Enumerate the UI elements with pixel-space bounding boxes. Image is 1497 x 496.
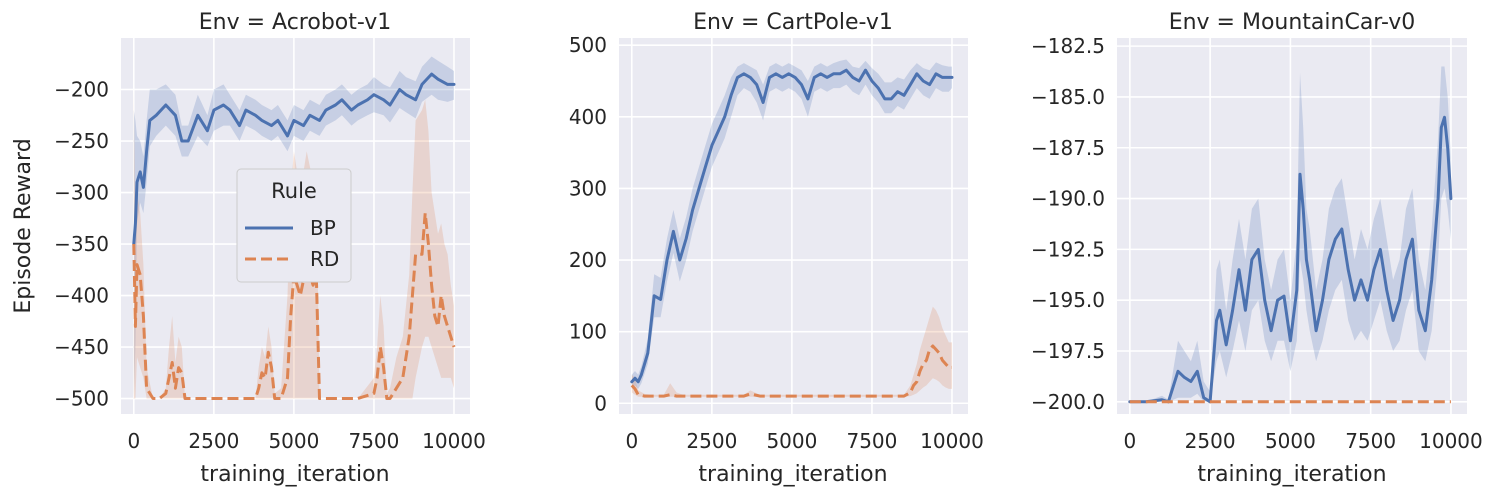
line-rd <box>630 344 952 398</box>
chart-title-cartpole: Env = CartPole-v1 <box>693 10 893 35</box>
x-ticks-cartpole: 0 2500 5000 7500 10000 <box>625 429 983 453</box>
band-bp <box>1129 66 1451 402</box>
x-tick-label: 10000 <box>1419 429 1483 453</box>
legend-box <box>236 168 352 283</box>
y-ticks-mountaincar: −200.0 −197.5 −195.0 −192.5 −190.0 −187.5 −185… <box>1031 34 1105 414</box>
y-tick-label: −195.0 <box>1031 288 1105 312</box>
x-tick-label: 7500 <box>348 429 399 453</box>
y-tick-label: −350 <box>54 232 109 256</box>
y-tick-label: 200 <box>569 248 607 272</box>
series-lines-cartpole <box>630 68 954 398</box>
y-tick-label: −200 <box>54 78 109 102</box>
plot-area-cartpole <box>619 38 968 414</box>
chart-title-mountaincar: Env = MountainCar-v0 <box>1169 10 1416 35</box>
x-tick-label: 0 <box>625 429 638 453</box>
y-axis-label: Episode Reward <box>11 138 36 313</box>
panel-acrobot: −500 −450 −400 −350 −300 −250 −200 0 2500 5000 75… <box>11 10 486 487</box>
y-tick-label: −190.0 <box>1031 187 1105 211</box>
y-tick-label: −187.5 <box>1031 136 1105 160</box>
series-lines-mountaincar <box>1128 115 1453 404</box>
y-tick-label: −500 <box>54 387 109 411</box>
x-tick-label: 10000 <box>422 429 486 453</box>
x-tick-label: 10000 <box>920 429 984 453</box>
x-tick-label: 5000 <box>1265 429 1316 453</box>
band-bp <box>133 56 455 399</box>
x-tick-label: 5000 <box>268 429 319 453</box>
line-bp <box>630 68 954 384</box>
y-tick-label: 300 <box>569 176 607 200</box>
y-ticks-acrobot: −500 −450 −400 −350 −300 −250 −200 <box>54 78 109 411</box>
legend-title: Rule <box>271 179 317 203</box>
line-bp <box>1128 115 1453 404</box>
y-tick-label: −250 <box>54 129 109 153</box>
panel-mountaincar: −200.0 −197.5 −195.0 −192.5 −190.0 −187.5 −185… <box>1031 10 1483 487</box>
legend: Rule BP RD <box>236 168 352 283</box>
x-tick-label: 2500 <box>188 429 239 453</box>
x-ticks-acrobot: 0 2500 5000 7500 10000 <box>127 429 485 453</box>
x-ticks-mountaincar: 0 2500 5000 7500 10000 <box>1123 429 1482 453</box>
legend-label-bp: BP <box>310 216 336 240</box>
y-tick-label: −400 <box>54 284 109 308</box>
x-tick-label: 2500 <box>686 429 737 453</box>
y-tick-label: −197.5 <box>1031 339 1105 363</box>
confidence-bands-mountaincar <box>1129 66 1451 402</box>
series-lines-acrobot <box>132 72 456 400</box>
gridlines-cartpole <box>619 38 968 414</box>
x-tick-label: 2500 <box>1185 429 1236 453</box>
x-tick-label: 0 <box>1123 429 1136 453</box>
y-tick-label: 100 <box>569 320 607 344</box>
line-rd <box>132 211 456 400</box>
x-axis-label-acrobot: training_iteration <box>200 462 389 487</box>
band-rd <box>631 306 952 397</box>
y-tick-label: −300 <box>54 181 109 205</box>
legend-label-rd: RD <box>310 247 339 271</box>
gridlines-mountaincar <box>1117 38 1467 414</box>
y-tick-label: −182.5 <box>1031 34 1105 58</box>
x-tick-label: 0 <box>127 429 140 453</box>
y-tick-label: 500 <box>569 33 607 57</box>
x-tick-label: 5000 <box>766 429 817 453</box>
x-tick-label: 7500 <box>846 429 897 453</box>
x-tick-label: 7500 <box>1345 429 1396 453</box>
chart-title-acrobot: Env = Acrobot-v1 <box>199 10 391 35</box>
y-tick-label: −450 <box>54 335 109 359</box>
y-tick-label: 400 <box>569 105 607 129</box>
y-tick-label: −185.0 <box>1031 85 1105 109</box>
y-tick-label: −192.5 <box>1031 237 1105 261</box>
x-axis-label-mountaincar: training_iteration <box>1197 462 1386 487</box>
panel-cartpole: 0 100 200 300 400 500 0 2500 5000 7500 10000 Env … <box>569 10 984 487</box>
y-ticks-cartpole: 0 100 200 300 400 500 <box>569 33 607 415</box>
y-tick-label: −200.0 <box>1031 390 1105 414</box>
line-bp <box>132 72 456 246</box>
x-axis-label-cartpole: training_iteration <box>698 462 887 487</box>
y-tick-label: 0 <box>594 391 607 415</box>
